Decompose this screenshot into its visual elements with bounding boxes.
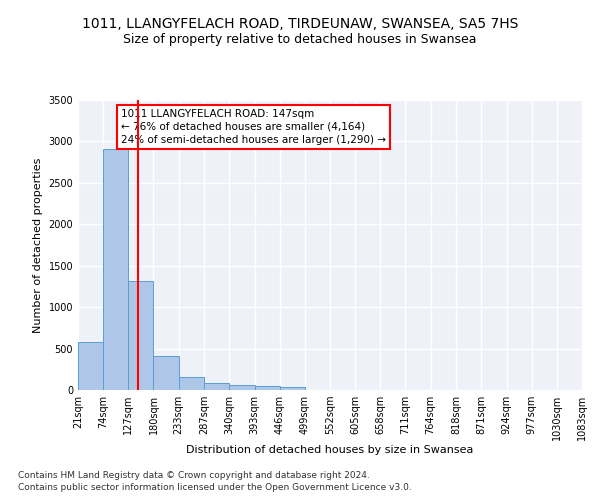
Bar (128, 281, 154, 390)
Text: Contains public sector information licensed under the Open Government Licence v3: Contains public sector information licen… (18, 483, 412, 492)
Bar (280, 386, 305, 390)
Text: 1011, LLANGYFELACH ROAD, TIRDEUNAW, SWANSEA, SA5 7HS: 1011, LLANGYFELACH ROAD, TIRDEUNAW, SWAN… (82, 18, 518, 32)
Y-axis label: Number of detached properties: Number of detached properties (33, 158, 43, 332)
Text: Size of property relative to detached houses in Swansea: Size of property relative to detached ho… (123, 32, 477, 46)
Bar (154, 356, 179, 390)
Bar (204, 384, 229, 390)
Bar (229, 385, 254, 390)
Text: 1011 LLANGYFELACH ROAD: 147sqm
← 76% of detached houses are smaller (4,164)
24% : 1011 LLANGYFELACH ROAD: 147sqm ← 76% of … (121, 108, 386, 145)
Text: Distribution of detached houses by size in Swansea: Distribution of detached houses by size … (187, 445, 473, 455)
Bar (179, 377, 204, 390)
Text: Contains HM Land Registry data © Crown copyright and database right 2024.: Contains HM Land Registry data © Crown c… (18, 470, 370, 480)
Bar (103, 149, 128, 390)
Bar (254, 386, 280, 390)
Bar (78, 342, 103, 390)
